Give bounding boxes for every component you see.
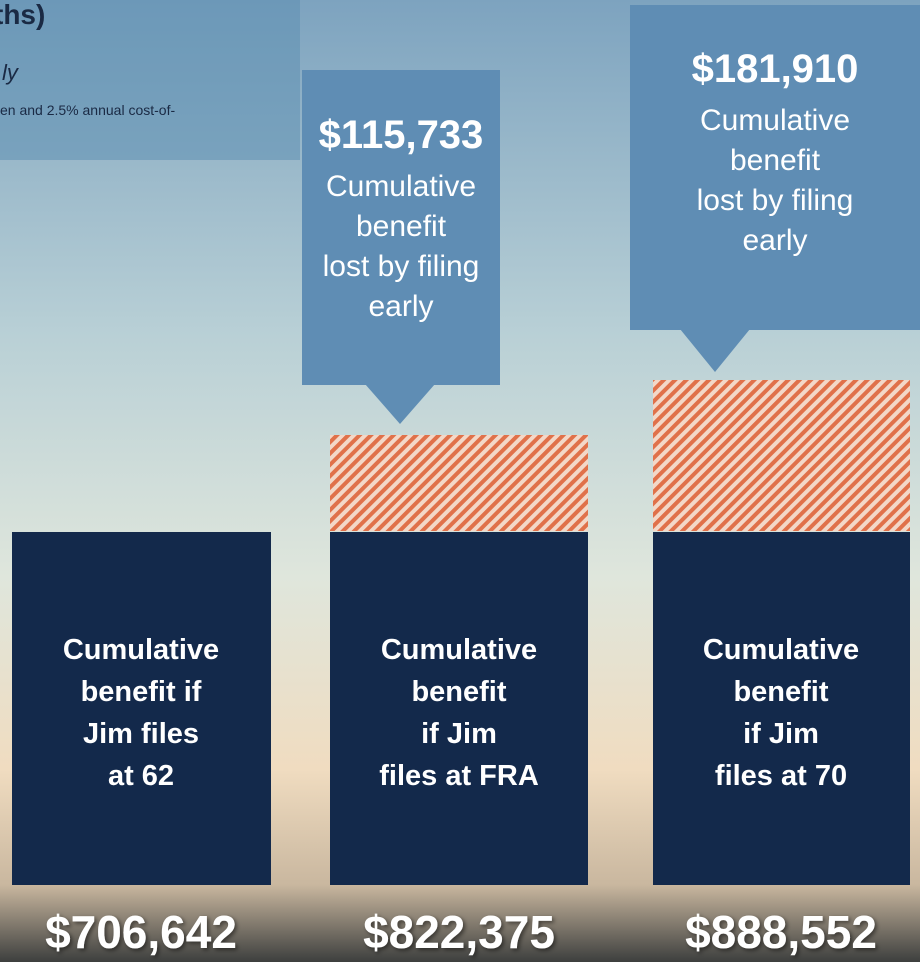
callout-arrow xyxy=(365,384,435,424)
bar-label: at 62 xyxy=(108,760,174,792)
bar-label: Cumulative xyxy=(703,634,859,666)
subtitle: ly xyxy=(2,60,20,85)
bar-label: files at FRA xyxy=(379,760,539,792)
note: en and 2.5% annual cost-of- xyxy=(0,102,175,118)
bar-label: benefit xyxy=(411,676,506,708)
bar-label: Jim files xyxy=(83,718,199,750)
callout-text: lost by filing xyxy=(697,184,854,217)
callout-text: lost by filing xyxy=(323,250,480,283)
bar-label: Cumulative xyxy=(381,634,537,666)
title: ths) xyxy=(0,0,45,30)
callout-amount: $181,910 xyxy=(692,47,859,91)
total-value: $706,642 xyxy=(45,906,237,958)
callout-text: Cumulative xyxy=(700,104,850,137)
benefit-bar xyxy=(330,532,588,885)
bar-label: Cumulative xyxy=(63,634,219,666)
callout-text: benefit xyxy=(730,144,821,177)
bar-label: if Jim xyxy=(743,718,819,750)
total-value: $822,375 xyxy=(363,906,555,958)
benefit-bar xyxy=(12,532,271,885)
header-panel xyxy=(0,0,300,160)
callout-box xyxy=(302,70,500,385)
bar-label: files at 70 xyxy=(715,760,847,792)
benefit-bar xyxy=(653,532,910,885)
callout-box xyxy=(630,5,920,330)
callout-arrow xyxy=(680,329,750,372)
callout-amount: $115,733 xyxy=(319,113,484,157)
callout-text: benefit xyxy=(356,210,447,243)
callout-text: Cumulative xyxy=(326,170,476,203)
lost-benefit-block xyxy=(653,380,910,531)
callout-text: early xyxy=(742,224,807,257)
callout-text: early xyxy=(368,290,433,323)
lost-benefit-block xyxy=(330,435,588,531)
bar-label: benefit xyxy=(733,676,828,708)
total-value: $888,552 xyxy=(685,906,877,958)
bar-label: if Jim xyxy=(421,718,497,750)
bar-label: benefit if xyxy=(81,676,202,708)
